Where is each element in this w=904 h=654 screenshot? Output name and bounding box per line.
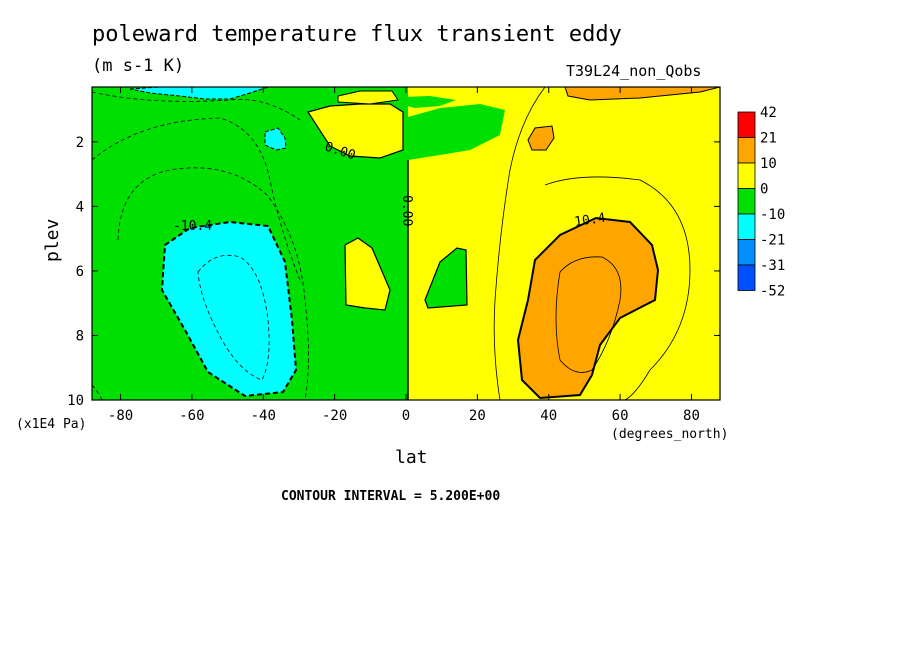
contour-label: 0.00: [399, 195, 414, 226]
contour-line-pos-outer: [544, 176, 691, 400]
yellow-patch-upper: [307, 103, 404, 159]
colorbar-swatch: [737, 137, 756, 164]
chart-title: poleward temperature flux transient eddy: [92, 22, 622, 47]
contour-interval: CONTOUR INTERVAL = 5.200E+00: [281, 489, 501, 504]
green-patch-upper: [408, 104, 505, 160]
green-patch-top: [403, 96, 456, 108]
x-tick-label: -60: [179, 408, 204, 424]
contour-line-neg-inner: [197, 254, 270, 381]
colorbar-label: -52: [760, 284, 785, 300]
colorbar-label: 21: [760, 131, 777, 147]
x-tick-label: 20: [469, 408, 486, 424]
y-axis-units: (x1E4 Pa): [16, 417, 86, 432]
yellow-patch-mid: [344, 237, 391, 311]
y-axis: 2 4 6 8 10: [67, 135, 720, 409]
colorbar-label: -31: [760, 258, 785, 274]
orange-region: [516, 216, 660, 400]
colorbar-label: 0: [760, 182, 768, 198]
contour-line-neg-upper: [92, 117, 301, 281]
contour-labels: -10.4 0.00 0.00 10.4: [173, 140, 607, 234]
colorbar-swatch: [737, 213, 756, 240]
x-axis-label: lat: [395, 447, 428, 468]
y-tick-label: 2: [76, 135, 84, 151]
contour-line-neg-top: [92, 91, 301, 121]
cyan-patch-top: [129, 87, 269, 100]
colorbar-label: -21: [760, 233, 785, 249]
x-tick-label: 0: [402, 408, 410, 424]
colorbar-swatch: [737, 162, 756, 189]
contour-label: 10.4: [573, 211, 606, 230]
x-axis-units: (degrees_north): [611, 427, 728, 442]
green-patch-mid: [424, 247, 468, 309]
x-tick-label: 60: [612, 408, 629, 424]
colorbar-swatch: [737, 111, 756, 138]
orange-patch-small: [527, 125, 555, 151]
contour-line-pos-inner: [555, 256, 622, 373]
colorbar-swatch: [737, 239, 756, 266]
colorbar: 42 21 10 0 -10 -21 -31 -52: [737, 105, 785, 300]
contour-label: -10.4: [173, 219, 212, 234]
contour-line-corner: [92, 384, 103, 400]
cyan-region: [160, 220, 298, 398]
experiment-label: T39L24_non_Qobs: [566, 62, 702, 80]
contour-line-neg-outer: [117, 167, 309, 400]
yellow-patch-top: [337, 90, 399, 105]
colorbar-label: 10: [760, 156, 777, 172]
x-tick-label: 40: [540, 408, 557, 424]
orange-patch-top: [564, 87, 720, 101]
y-tick-label: 6: [76, 264, 84, 280]
colorbar-label: 42: [760, 105, 777, 121]
x-tick-label: -80: [108, 408, 133, 424]
y-tick-label: 8: [76, 328, 84, 344]
cyan-patch-small: [264, 127, 287, 151]
y-tick-label: 4: [76, 199, 84, 215]
x-tick-label: -40: [251, 408, 276, 424]
contour-line-pos-left: [493, 87, 546, 400]
y-tick-label: 10: [67, 393, 84, 409]
x-tick-label: -20: [322, 408, 347, 424]
chart-units: (m s-1 K): [92, 56, 185, 76]
contour-fills: [92, 87, 720, 400]
y-axis-label: plev: [42, 219, 63, 262]
x-tick-label: 80: [683, 408, 700, 424]
colorbar-swatch: [737, 188, 756, 215]
x-axis: -80 -60 -40 -20 0 20 40 60 80: [108, 87, 700, 424]
colorbar-label: -10: [760, 207, 785, 223]
colorbar-swatch: [737, 264, 756, 291]
